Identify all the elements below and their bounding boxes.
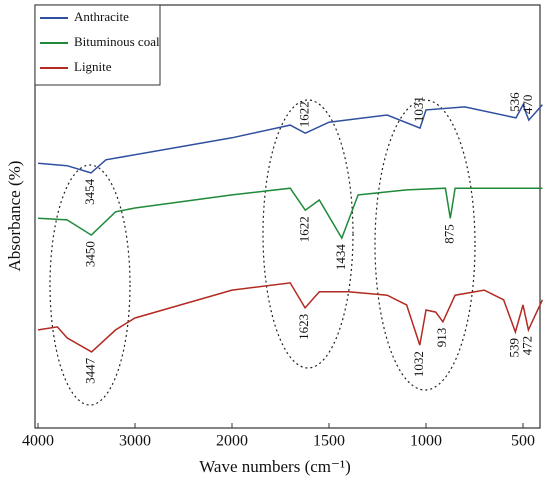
peak-label: 1032 — [411, 351, 426, 377]
peak-label: 470 — [520, 95, 535, 115]
legend-label: Bituminous coal — [74, 34, 160, 49]
series-line — [37, 187, 543, 240]
x-tick-label: 500 — [511, 433, 535, 450]
series-line — [37, 282, 544, 353]
x-tick-label: 1500 — [313, 433, 345, 450]
highlight-ellipse — [49, 164, 131, 406]
x-tick-label: 3000 — [119, 433, 151, 450]
peak-label: 1622 — [296, 101, 311, 127]
highlight-ellipse — [374, 99, 476, 391]
highlight-ellipse — [262, 99, 354, 369]
peak-label: 539 — [506, 338, 521, 358]
peak-label: 1622 — [296, 216, 311, 242]
x-tick-label: 2000 — [216, 433, 248, 450]
legend-label: Anthracite — [74, 9, 129, 24]
plot-frame — [34, 4, 541, 429]
x-tick-label: 4000 — [22, 433, 54, 450]
x-tick-label: 1000 — [410, 433, 442, 450]
x-axis-label: Wave numbers (cm⁻¹) — [199, 457, 350, 476]
peak-label: 875 — [441, 224, 456, 244]
peak-label: 3447 — [83, 357, 98, 384]
peak-label: 536 — [507, 92, 522, 112]
peak-label: 3454 — [82, 178, 97, 205]
peak-label: 913 — [434, 328, 449, 348]
peak-label: 1434 — [333, 244, 348, 271]
ellipses — [49, 99, 476, 406]
legend-label: Lignite — [74, 59, 112, 74]
y-axis-label: Absorbance (%) — [5, 161, 24, 272]
peak-label: 1623 — [296, 314, 311, 340]
peak-label: 472 — [519, 336, 534, 356]
series-line — [37, 102, 543, 174]
peak-label: 1031 — [411, 96, 426, 122]
peak-label: 3450 — [82, 241, 97, 267]
